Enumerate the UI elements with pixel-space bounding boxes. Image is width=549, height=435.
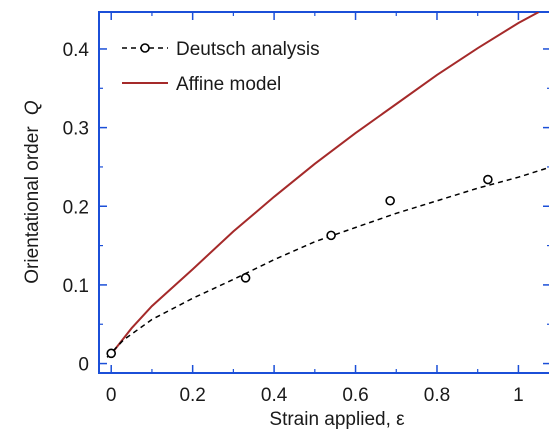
deutsch-data-point <box>385 195 395 206</box>
plot-area <box>98 11 549 374</box>
y-tick-label: 0.2 <box>63 197 89 218</box>
axis-ticks <box>99 12 549 373</box>
x-tick-label: 0.2 <box>179 385 205 406</box>
affine-model-line <box>110 12 540 355</box>
x-axis-title: Strain applied, ε <box>269 409 405 430</box>
x-tick-label: 0.8 <box>424 385 450 406</box>
legend-affine-label: Affine model <box>176 74 281 95</box>
y-tick-label: 0.4 <box>63 40 90 61</box>
x-tick-label: 1 <box>513 385 524 406</box>
deutsch-fit-line <box>106 166 549 358</box>
deutsch-data-point <box>326 230 336 241</box>
y-axis-title-text: Orientational order <box>22 126 43 284</box>
y-axis-title: Orientational order Q <box>22 100 43 284</box>
series-layer <box>106 12 549 359</box>
legend-deutsch-label: Deutsch analysis <box>176 39 320 60</box>
deutsch-data-point <box>240 273 251 283</box>
legend-deutsch-marker <box>140 43 150 53</box>
deutsch-data-point <box>106 348 117 359</box>
tick-labels: 0 0.2 0.4 0.6 0.8 1 0 0.1 0.2 0.3 0.4 <box>63 40 524 406</box>
legend: Deutsch analysis Affine model <box>122 39 320 95</box>
y-tick-label: 0.3 <box>63 119 89 140</box>
y-axis-title-symbol: Q <box>22 100 43 115</box>
x-tick-label: 0 <box>106 385 117 406</box>
x-tick-label: 0.4 <box>261 385 288 406</box>
y-tick-label: 0.1 <box>63 276 89 297</box>
deutsch-data-point <box>483 174 493 185</box>
y-tick-label: 0 <box>78 355 89 376</box>
x-tick-label: 0.6 <box>342 385 368 406</box>
